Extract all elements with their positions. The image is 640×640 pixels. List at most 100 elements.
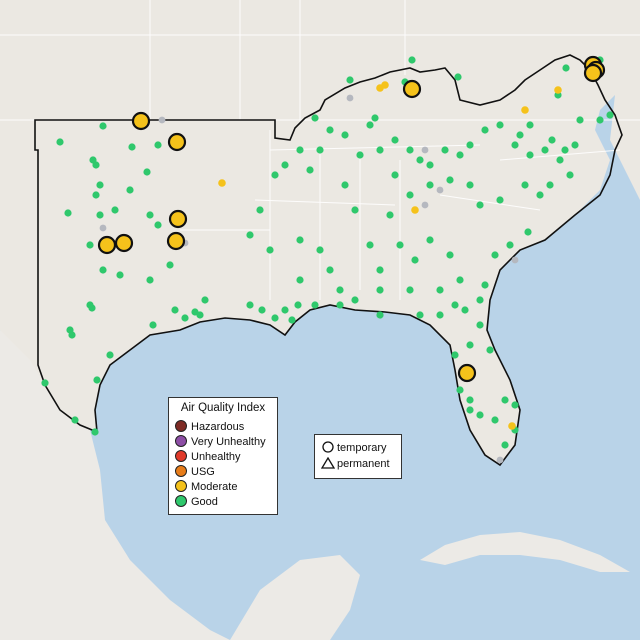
good-monitor-point xyxy=(106,351,114,359)
good-monitor-point xyxy=(91,428,99,436)
good-monitor-point xyxy=(556,156,564,164)
legend-label: Very Unhealthy xyxy=(191,436,266,448)
good-monitor-point xyxy=(406,286,414,294)
unhealthy-swatch xyxy=(175,450,187,462)
good-monitor-point xyxy=(201,296,209,304)
good-monitor-point xyxy=(68,331,76,339)
good-monitor-point xyxy=(396,241,404,249)
good-monitor-point xyxy=(376,146,384,154)
good-monitor-point xyxy=(511,141,519,149)
legend-item-good: Good xyxy=(175,495,218,509)
good-monitor-point xyxy=(481,126,489,134)
good-monitor-point xyxy=(326,266,334,274)
good-monitor-point xyxy=(526,121,534,129)
good-monitor-point xyxy=(561,146,569,154)
very-unhealthy-swatch xyxy=(175,435,187,447)
yucatan-land xyxy=(230,555,360,640)
good-monitor-point xyxy=(571,141,579,149)
good-monitor-point xyxy=(454,73,462,81)
good-monitor-point xyxy=(288,316,296,324)
good-monitor-point xyxy=(351,296,359,304)
good-monitor-point xyxy=(116,271,124,279)
good-monitor-point xyxy=(451,351,459,359)
good-monitor-point xyxy=(246,231,254,239)
good-monitor-point xyxy=(93,376,101,384)
legend-label: Unhealthy xyxy=(191,451,241,463)
good-monitor-point xyxy=(501,441,509,449)
monitor-type-legend: temporary permanent xyxy=(314,434,402,479)
good-monitor-point xyxy=(436,311,444,319)
temporary-moderate-monitor xyxy=(131,111,151,131)
good-monitor-point xyxy=(541,146,549,154)
legend-label: Hazardous xyxy=(191,421,245,433)
good-monitor-point xyxy=(336,286,344,294)
good-monitor-point xyxy=(376,311,384,319)
good-monitor-point xyxy=(126,186,134,194)
good-monitor-point xyxy=(271,171,279,179)
good-monitor-point xyxy=(506,241,514,249)
good-monitor-point xyxy=(466,181,474,189)
good-monitor-point xyxy=(516,131,524,139)
good-monitor-point xyxy=(181,314,189,322)
good-monitor-point xyxy=(411,256,419,264)
good-monitor-point xyxy=(149,321,157,329)
good-monitor-point xyxy=(281,161,289,169)
legend-label: permanent xyxy=(337,458,390,470)
good-monitor-point xyxy=(576,116,584,124)
good-monitor-point xyxy=(128,143,136,151)
inactive-monitor-point xyxy=(346,94,354,102)
monitor-points xyxy=(41,55,614,464)
good-monitor-point xyxy=(456,276,464,284)
legend-label: Good xyxy=(191,496,218,508)
good-monitor-point xyxy=(496,121,504,129)
temporary-moderate-monitor xyxy=(166,231,186,251)
good-monitor-point xyxy=(96,211,104,219)
good-monitor-point xyxy=(436,286,444,294)
good-monitor-point xyxy=(92,161,100,169)
good-monitor-point xyxy=(486,346,494,354)
good-monitor-point xyxy=(71,416,79,424)
good-monitor-point xyxy=(196,311,204,319)
temporary-moderate-monitor xyxy=(168,209,188,229)
good-monitor-point xyxy=(476,201,484,209)
good-monitor-point xyxy=(316,246,324,254)
moderate-monitor-point xyxy=(381,81,389,89)
temporary-moderate-monitor xyxy=(114,233,134,253)
aqi-legend-title: Air Quality Index xyxy=(180,402,266,414)
good-monitor-point xyxy=(391,136,399,144)
legend-label: USG xyxy=(191,466,215,478)
good-monitor-point xyxy=(88,304,96,312)
good-monitor-point xyxy=(366,121,374,129)
moderate-swatch xyxy=(175,480,187,492)
good-monitor-point xyxy=(416,156,424,164)
inactive-monitor-point xyxy=(496,456,504,464)
good-monitor-point xyxy=(371,114,379,122)
good-monitor-point xyxy=(258,306,266,314)
legend-item-temporary: temporary xyxy=(321,441,387,455)
mexico-land xyxy=(0,330,230,640)
good-monitor-point xyxy=(481,281,489,289)
legend-item-hazardous: Hazardous xyxy=(175,420,244,434)
legend-label: temporary xyxy=(337,442,387,454)
good-monitor-point xyxy=(56,138,64,146)
good-monitor-point xyxy=(466,341,474,349)
good-monitor-point xyxy=(446,176,454,184)
good-monitor-point xyxy=(311,114,319,122)
good-monitor-point xyxy=(311,301,319,309)
good-monitor-point xyxy=(596,116,604,124)
good-monitor-point xyxy=(281,306,289,314)
good-monitor-point xyxy=(336,301,344,309)
good-monitor-point xyxy=(406,191,414,199)
good-monitor-point xyxy=(99,122,107,130)
good-monitor-point xyxy=(96,181,104,189)
good-monitor-point xyxy=(476,321,484,329)
good-monitor-point xyxy=(306,166,314,174)
moderate-monitor-point xyxy=(554,86,562,94)
good-monitor-point xyxy=(456,151,464,159)
temporary-moderate-monitor xyxy=(457,363,477,383)
good-monitor-point xyxy=(92,191,100,199)
good-monitor-point xyxy=(366,241,374,249)
good-monitor-point xyxy=(476,411,484,419)
good-monitor-point xyxy=(341,181,349,189)
